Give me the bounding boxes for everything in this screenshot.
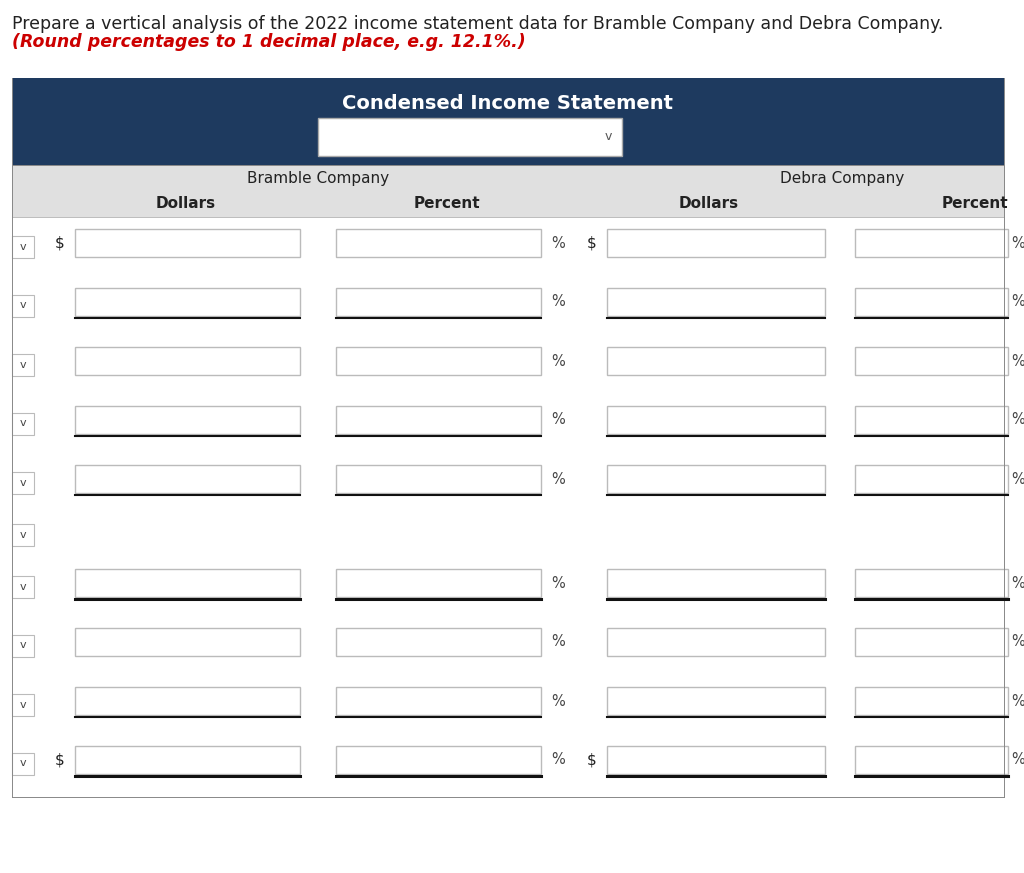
Bar bbox=[12, 294, 34, 317]
Bar bbox=[607, 628, 825, 656]
Bar bbox=[855, 746, 1008, 774]
Bar bbox=[607, 746, 825, 774]
Bar bbox=[12, 354, 34, 375]
Bar bbox=[607, 406, 825, 434]
Text: $: $ bbox=[55, 236, 65, 251]
Text: %: % bbox=[551, 575, 565, 590]
Bar bbox=[75, 628, 300, 656]
Bar bbox=[855, 347, 1008, 375]
Text: %: % bbox=[551, 635, 565, 650]
Bar bbox=[607, 687, 825, 715]
Bar bbox=[336, 569, 541, 597]
Bar bbox=[855, 465, 1008, 493]
Bar bbox=[75, 746, 300, 774]
Bar bbox=[75, 347, 300, 375]
Bar bbox=[12, 236, 34, 258]
Bar bbox=[75, 288, 300, 316]
Bar bbox=[75, 229, 300, 257]
Bar bbox=[607, 229, 825, 257]
Text: Percent: Percent bbox=[414, 196, 480, 211]
Text: Debra Company: Debra Company bbox=[780, 170, 904, 185]
Bar bbox=[75, 406, 300, 434]
Text: $: $ bbox=[587, 753, 597, 767]
Bar bbox=[607, 347, 825, 375]
Bar bbox=[607, 465, 825, 493]
Bar bbox=[336, 347, 541, 375]
Bar bbox=[336, 465, 541, 493]
Bar bbox=[12, 575, 34, 597]
Text: %: % bbox=[551, 236, 565, 251]
Bar bbox=[855, 229, 1008, 257]
Text: v: v bbox=[19, 699, 27, 710]
Text: %: % bbox=[1011, 354, 1024, 368]
Bar bbox=[75, 687, 300, 715]
Bar bbox=[855, 628, 1008, 656]
Bar bbox=[855, 687, 1008, 715]
Text: v: v bbox=[19, 300, 27, 311]
Text: v: v bbox=[19, 242, 27, 251]
Text: %: % bbox=[551, 753, 565, 767]
Text: v: v bbox=[19, 641, 27, 650]
Bar bbox=[336, 406, 541, 434]
Text: $: $ bbox=[55, 753, 65, 767]
Bar bbox=[855, 406, 1008, 434]
Text: %: % bbox=[1011, 635, 1024, 650]
Text: %: % bbox=[551, 471, 565, 486]
Bar bbox=[12, 693, 34, 716]
Text: v: v bbox=[19, 360, 27, 369]
Text: %: % bbox=[551, 413, 565, 428]
Bar bbox=[318, 118, 622, 156]
Text: %: % bbox=[1011, 753, 1024, 767]
Text: Dollars: Dollars bbox=[156, 196, 216, 211]
Text: Condensed Income Statement: Condensed Income Statement bbox=[342, 94, 674, 113]
Bar bbox=[855, 288, 1008, 316]
Text: %: % bbox=[551, 693, 565, 709]
Bar bbox=[12, 165, 1004, 217]
Text: Percent: Percent bbox=[942, 196, 1009, 211]
Text: v: v bbox=[19, 418, 27, 429]
Bar bbox=[336, 288, 541, 316]
Text: %: % bbox=[1011, 575, 1024, 590]
Text: v: v bbox=[19, 530, 27, 540]
Bar bbox=[12, 471, 34, 493]
Text: %: % bbox=[1011, 294, 1024, 310]
Text: v: v bbox=[19, 478, 27, 487]
Text: Dollars: Dollars bbox=[679, 196, 739, 211]
Text: %: % bbox=[551, 294, 565, 310]
Text: %: % bbox=[1011, 693, 1024, 709]
Bar bbox=[336, 746, 541, 774]
Bar bbox=[336, 628, 541, 656]
Bar bbox=[12, 524, 34, 546]
Text: %: % bbox=[551, 354, 565, 368]
Text: $: $ bbox=[587, 236, 597, 251]
Bar bbox=[336, 229, 541, 257]
Bar bbox=[855, 569, 1008, 597]
Text: (Round percentages to 1 decimal place, e.g. 12.1%.): (Round percentages to 1 decimal place, e… bbox=[12, 33, 525, 51]
Text: v: v bbox=[19, 581, 27, 592]
Bar bbox=[607, 569, 825, 597]
Text: v: v bbox=[19, 759, 27, 768]
Bar bbox=[12, 78, 1004, 165]
Text: %: % bbox=[1011, 236, 1024, 251]
Bar bbox=[75, 569, 300, 597]
Bar bbox=[12, 753, 34, 774]
Text: Bramble Company: Bramble Company bbox=[247, 170, 389, 185]
Bar bbox=[336, 687, 541, 715]
Bar bbox=[607, 288, 825, 316]
Text: %: % bbox=[1011, 471, 1024, 486]
Text: %: % bbox=[1011, 413, 1024, 428]
Text: v: v bbox=[604, 130, 612, 143]
Text: Prepare a vertical analysis of the 2022 income statement data for Bramble Compan: Prepare a vertical analysis of the 2022 … bbox=[12, 15, 943, 33]
Bar bbox=[12, 413, 34, 435]
Bar bbox=[12, 635, 34, 656]
Bar bbox=[75, 465, 300, 493]
